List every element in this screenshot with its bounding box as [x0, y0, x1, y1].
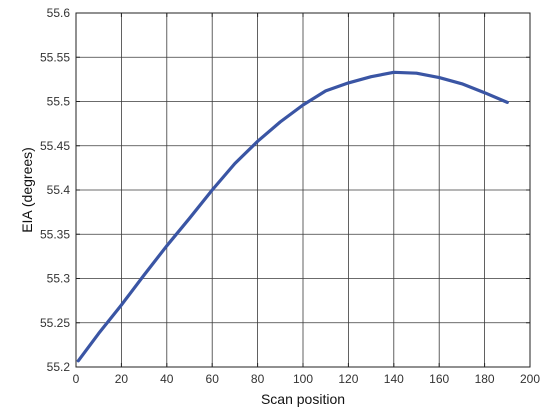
- x-tick-label: 180: [475, 372, 495, 386]
- series-line-0: [76, 70, 509, 363]
- x-tick-label: 160: [429, 372, 449, 386]
- y-tick-label: 55.4: [47, 183, 71, 197]
- x-axis-title: Scan position: [261, 391, 345, 407]
- series-layer: [76, 70, 509, 363]
- y-axis-title: EIA (degrees): [19, 147, 35, 233]
- y-tick-label: 55.6: [47, 6, 71, 20]
- axis-ticks: [75, 12, 531, 368]
- gridlines: [75, 12, 531, 368]
- y-tick-label: 55.45: [40, 139, 70, 153]
- y-tick-label: 55.55: [40, 50, 70, 64]
- y-tick-label: 55.25: [40, 316, 70, 330]
- x-tick-label: 0: [73, 372, 80, 386]
- y-tick-label: 55.3: [47, 272, 71, 286]
- x-tick-label: 140: [384, 372, 404, 386]
- x-tick-label: 120: [338, 372, 358, 386]
- plot-frame: [75, 12, 531, 368]
- x-tick-labels: 0 20 40 60 80 100 120 140 160 180 200: [73, 372, 541, 386]
- y-tick-labels: 55.2 55.25 55.3 55.35 55.4 55.45 55.5 55.55 55.6: [40, 6, 70, 374]
- x-tick-label: 20: [115, 372, 129, 386]
- x-tick-label: 60: [206, 372, 220, 386]
- y-tick-label: 55.2: [47, 360, 71, 374]
- y-tick-label: 55.5: [47, 95, 71, 109]
- x-tick-label: 200: [520, 372, 540, 386]
- x-tick-label: 100: [293, 372, 313, 386]
- x-tick-label: 40: [160, 372, 174, 386]
- x-tick-label: 80: [251, 372, 265, 386]
- y-tick-label: 55.35: [40, 227, 70, 241]
